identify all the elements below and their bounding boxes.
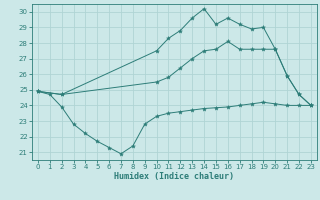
X-axis label: Humidex (Indice chaleur): Humidex (Indice chaleur) xyxy=(115,172,234,181)
